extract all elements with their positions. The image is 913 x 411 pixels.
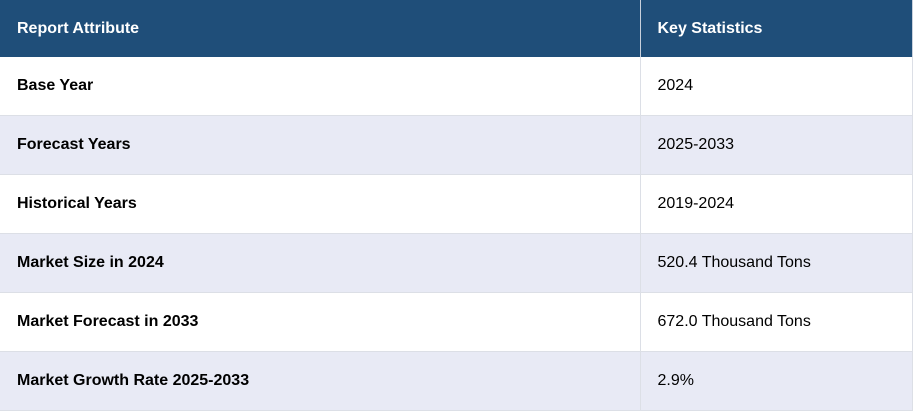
attribute-cell: Market Forecast in 2033 [0,292,641,352]
table-row: Market Forecast in 2033 672.0 Thousand To… [0,292,913,352]
attribute-cell: Base Year [0,57,641,116]
value-cell: 2019-2024 [640,174,913,234]
table-body: Base Year 2024 Forecast Years 2025-2033 Hist… [0,57,913,411]
table-row: Forecast Years 2025-2033 [0,115,913,175]
value-cell: 2.9% [640,351,913,411]
value-cell: 2024 [640,57,913,116]
table-row: Historical Years 2019-2024 [0,174,913,234]
attribute-cell: Market Size in 2024 [0,233,641,293]
header-row: Report Attribute Key Statistics [0,0,913,57]
attribute-cell: Forecast Years [0,115,641,175]
attribute-cell: Market Growth Rate 2025-2033 [0,351,641,411]
table-row: Market Size in 2024 520.4 Thousand Tons [0,233,913,293]
header-cell: Report Attribute [0,0,641,57]
value-cell: 2025-2033 [640,115,913,175]
table-row: Base Year 2024 [0,57,913,116]
attribute-cell: Historical Years [0,174,641,234]
table-row: Market Growth Rate 2025-2033 2.9% [0,351,913,411]
header-cell: Key Statistics [640,0,913,57]
value-cell: 672.0 Thousand Tons [640,292,913,352]
value-cell: 520.4 Thousand Tons [640,233,913,293]
